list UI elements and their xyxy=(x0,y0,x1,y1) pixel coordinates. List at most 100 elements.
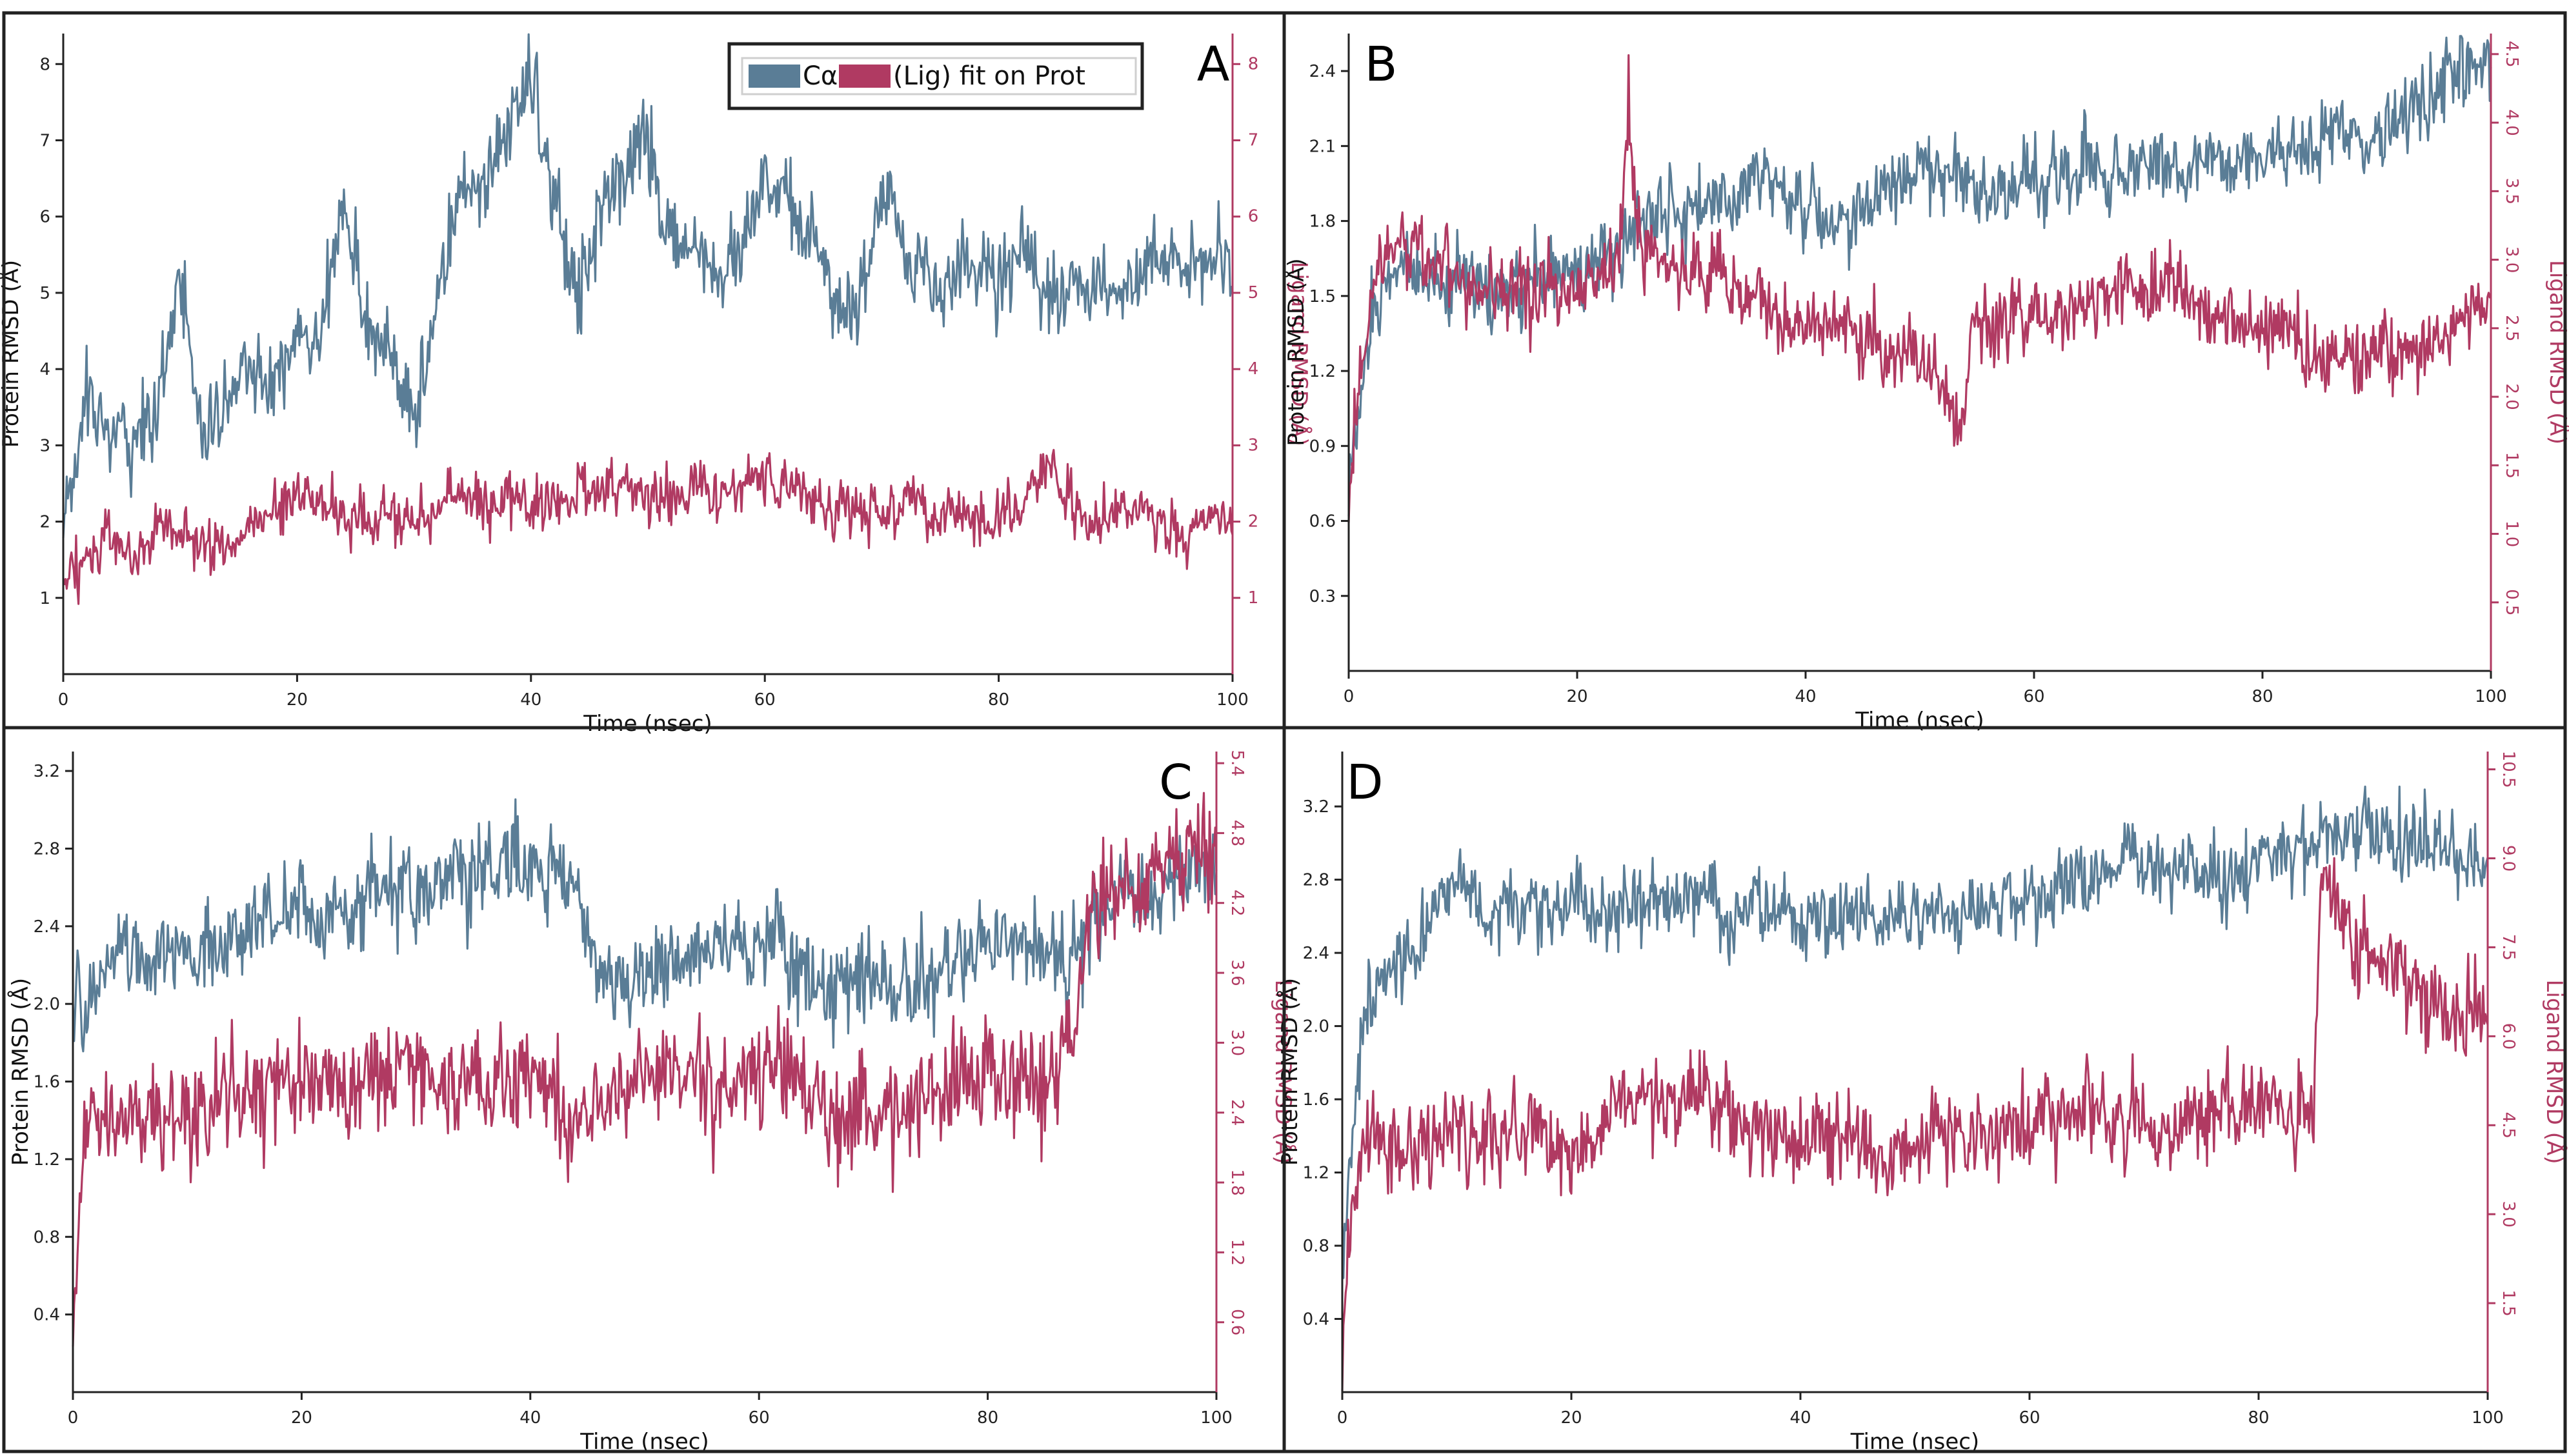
y-right-tick-label: 3.0 xyxy=(2502,246,2521,273)
y-left-tick-label: 1 xyxy=(39,589,50,608)
y-right-tick-label: 2 xyxy=(1248,512,1259,532)
y-right-tick-label: 5 xyxy=(1248,283,1259,303)
series-line-ligand-c xyxy=(72,792,1218,1347)
y-axis-right-title: Ligand RMSD (Å) xyxy=(2541,979,2568,1164)
y-right-tick-label: 0.5 xyxy=(2502,589,2521,615)
y-right-tick-label: 4.5 xyxy=(2502,41,2521,67)
legend-swatch-ligand xyxy=(839,65,891,88)
y-left-tick-label: 7 xyxy=(39,132,50,151)
y-left-tick-label: 8 xyxy=(39,55,50,74)
y-left-tick-label: 0.4 xyxy=(1303,1310,1329,1330)
x-tick-label: 40 xyxy=(1789,1408,1811,1428)
y-left-tick-label: 1.8 xyxy=(1309,212,1336,232)
y-left-tick-label: 0.9 xyxy=(1309,437,1336,456)
y-right-tick-label: 4 xyxy=(1248,359,1259,379)
x-tick-label: 0 xyxy=(68,1408,79,1428)
x-tick-label: 0 xyxy=(1337,1408,1348,1428)
x-tick-label: 20 xyxy=(1560,1408,1582,1428)
legend-item-calpha: Cα xyxy=(803,61,838,91)
y-right-tick-label: 4.2 xyxy=(1227,890,1247,916)
y-left-tick-label: 3.2 xyxy=(34,762,60,781)
legend: Cα (Lig) fit on Prot xyxy=(727,42,1144,110)
y-right-tick-label: 3 xyxy=(1248,435,1259,455)
y-right-tick-label: 7.5 xyxy=(2499,934,2518,961)
y-left-tick-label: 6 xyxy=(39,208,50,227)
y-left-tick-label: 0.3 xyxy=(1309,587,1336,606)
y-left-tick-label: 3 xyxy=(39,436,50,455)
y-left-tick-label: 3.2 xyxy=(1303,797,1329,817)
y-left-tick-label: 2.0 xyxy=(34,995,60,1014)
legend-swatch-protein xyxy=(749,65,800,88)
x-tick-label: 100 xyxy=(1216,690,1249,710)
y-left-tick-label: 1.6 xyxy=(1303,1090,1329,1110)
x-tick-label: 20 xyxy=(291,1408,312,1428)
panel-label-d: D xyxy=(1347,755,1384,810)
y-left-tick-label: 1.5 xyxy=(1309,287,1336,306)
y-right-tick-label: 2.4 xyxy=(1227,1099,1247,1126)
y-left-tick-label: 2.1 xyxy=(1309,137,1336,156)
series-line-protein-d xyxy=(1341,785,2489,1279)
x-tick-label: 100 xyxy=(2472,1408,2504,1428)
y-right-tick-label: 7 xyxy=(1248,131,1259,150)
y-left-tick-label: 4 xyxy=(39,360,50,379)
x-axis-title: Time (nsec) xyxy=(1855,708,1984,733)
x-tick-label: 80 xyxy=(988,690,1009,710)
y-right-tick-label: 6.0 xyxy=(2499,1023,2518,1050)
x-tick-label: 80 xyxy=(2252,687,2273,706)
y-right-tick-label: 1.2 xyxy=(1227,1239,1247,1266)
series-line-protein-a xyxy=(62,33,1233,539)
y-right-tick-label: 1.5 xyxy=(2499,1290,2518,1316)
y-right-tick-label: 4.0 xyxy=(2502,109,2521,135)
axes-b: 0 20 40 60 80 100 0.3 0.6 0.9 1.2 1.5 1.8 2.1 2.4 0.5 1… xyxy=(1283,34,2569,733)
legend-item-ligand: (Lig) fit on Prot xyxy=(893,61,1085,91)
x-tick-label: 0 xyxy=(58,690,69,710)
x-axis-title: Time (nsec) xyxy=(583,711,712,737)
y-left-tick-label: 0.4 xyxy=(34,1306,60,1325)
y-right-tick-label: 1 xyxy=(1248,588,1259,608)
x-tick-label: 100 xyxy=(1200,1408,1233,1428)
y-right-tick-label: 2.5 xyxy=(2502,315,2521,341)
figure-frame-group xyxy=(2,11,2567,1453)
axes-d: 0 20 40 60 80 100 0.4 0.8 1.2 1.6 2.0 2.4 2.8 3.2 1.5 3… xyxy=(1276,751,2568,1455)
y-left-tick-label: 0.8 xyxy=(34,1228,60,1247)
y-axis-left-title: Protein RMSD (Å) xyxy=(1276,978,1303,1166)
y-left-tick-label: 5 xyxy=(39,284,50,303)
x-tick-label: 60 xyxy=(754,690,776,710)
y-right-tick-label: 1.5 xyxy=(2502,452,2521,479)
y-left-tick-label: 1.2 xyxy=(34,1150,60,1170)
y-right-tick-label: 8 xyxy=(1248,54,1259,74)
y-left-tick-label: 2.8 xyxy=(1303,871,1329,890)
y-left-tick-label: 2 xyxy=(39,513,50,532)
y-axis-left-title: Protein RMSD (Å) xyxy=(1283,258,1309,446)
panel-label-c: C xyxy=(1159,755,1193,810)
x-tick-label: 40 xyxy=(1795,687,1816,706)
x-tick-label: 20 xyxy=(1566,687,1587,706)
y-left-tick-label: 2.4 xyxy=(1303,944,1329,963)
y-right-tick-label: 3.5 xyxy=(2502,178,2521,204)
x-tick-label: 80 xyxy=(2248,1408,2269,1428)
y-axis-left-title: Protein RMSD (Å) xyxy=(7,978,34,1166)
y-left-tick-label: 0.6 xyxy=(1309,512,1336,532)
panel-label-b: B xyxy=(1365,37,1398,92)
y-axis-right-title: Ligand RMSD (Å) xyxy=(1286,261,1313,446)
x-tick-label: 60 xyxy=(749,1408,770,1428)
y-right-tick-label: 3.0 xyxy=(1227,1030,1247,1056)
y-right-tick-label: 3.6 xyxy=(1227,959,1247,986)
y-right-tick-label: 6 xyxy=(1248,207,1259,226)
y-right-tick-label: 3.0 xyxy=(2499,1201,2518,1227)
y-left-tick-label: 2.4 xyxy=(1309,62,1336,81)
x-tick-label: 80 xyxy=(977,1408,998,1428)
y-right-tick-label: 5.4 xyxy=(1227,750,1247,776)
panels-group: 0 20 40 60 80 100 1 2 3 4 5 6 7 8 1 2 3 4 5 6 7 8 Time (nsec) P… xyxy=(0,33,2569,1455)
x-tick-label: 60 xyxy=(2023,687,2044,706)
y-left-tick-label: 1.2 xyxy=(1309,362,1336,381)
x-tick-label: 60 xyxy=(2019,1408,2040,1428)
y-left-tick-label: 1.6 xyxy=(34,1073,60,1092)
y-right-tick-label: 2.0 xyxy=(2502,383,2521,410)
panel-d: 0 20 40 60 80 100 0.4 0.8 1.2 1.6 2.0 2.4 2.8 3.2 1.5 3… xyxy=(1276,751,2568,1455)
series-line-ligand-d xyxy=(1341,857,2489,1391)
y-right-tick-label: 4.8 xyxy=(1227,820,1247,846)
y-left-tick-label: 2.8 xyxy=(34,839,60,859)
y-right-tick-label: 4.5 xyxy=(2499,1112,2518,1139)
